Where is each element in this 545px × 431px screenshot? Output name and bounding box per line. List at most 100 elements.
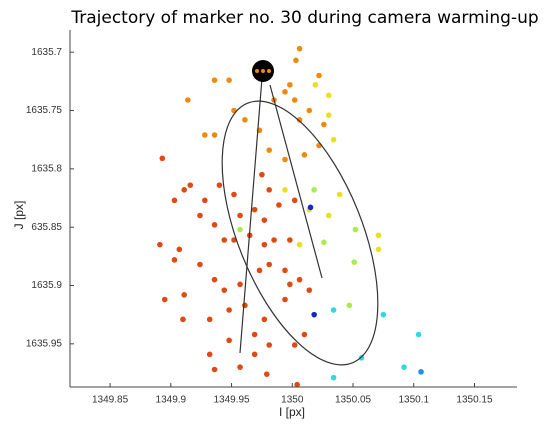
point bbox=[237, 226, 243, 233]
point bbox=[263, 371, 270, 377]
point bbox=[251, 351, 258, 358]
point bbox=[325, 212, 332, 219]
point bbox=[325, 112, 332, 118]
y-tick-label: 1635.9 bbox=[31, 280, 62, 291]
y-tick-label: 1635.95 bbox=[26, 338, 63, 349]
point bbox=[226, 77, 232, 83]
point bbox=[237, 281, 243, 288]
point bbox=[312, 82, 319, 88]
y-tick-label: 1635.7 bbox=[31, 47, 62, 58]
point bbox=[261, 241, 268, 248]
point bbox=[311, 187, 317, 193]
point bbox=[161, 296, 168, 303]
point bbox=[282, 187, 288, 193]
point bbox=[296, 45, 303, 52]
start-marker-dot bbox=[261, 69, 265, 73]
point bbox=[296, 276, 303, 283]
point bbox=[266, 261, 273, 268]
point bbox=[306, 287, 313, 293]
point bbox=[296, 117, 303, 123]
point bbox=[261, 217, 268, 223]
point bbox=[171, 257, 178, 263]
point bbox=[237, 364, 243, 370]
point bbox=[176, 246, 183, 253]
x-axis-label: I [px] bbox=[279, 405, 305, 419]
point bbox=[380, 311, 387, 318]
point bbox=[294, 381, 300, 388]
point bbox=[301, 152, 308, 158]
trajectory-line bbox=[239, 77, 263, 354]
point bbox=[159, 155, 166, 162]
point bbox=[242, 117, 248, 123]
point bbox=[282, 296, 288, 303]
y-tick-label: 635.85 bbox=[31, 222, 62, 233]
point bbox=[321, 121, 327, 128]
point bbox=[401, 364, 407, 370]
point bbox=[242, 302, 248, 309]
point bbox=[325, 92, 332, 99]
point bbox=[271, 237, 277, 243]
point bbox=[221, 237, 228, 243]
point bbox=[231, 191, 237, 198]
x-tick-label: 1350.15 bbox=[456, 395, 493, 406]
point bbox=[336, 191, 343, 198]
point bbox=[282, 267, 288, 274]
point bbox=[237, 212, 243, 219]
point bbox=[291, 342, 298, 348]
point bbox=[187, 182, 194, 188]
point bbox=[211, 366, 218, 373]
point bbox=[276, 202, 282, 208]
start-marker-dot bbox=[267, 69, 271, 73]
point bbox=[251, 331, 258, 338]
point bbox=[266, 342, 273, 348]
point bbox=[256, 267, 263, 274]
point bbox=[185, 97, 191, 103]
point bbox=[206, 316, 213, 323]
point bbox=[171, 197, 178, 204]
point bbox=[211, 222, 218, 228]
point bbox=[306, 107, 313, 114]
point bbox=[321, 239, 327, 246]
point bbox=[180, 316, 186, 323]
chart-title: Trajectory of marker no. 30 during camer… bbox=[70, 8, 538, 28]
x-tick-label: 1349.95 bbox=[213, 395, 250, 406]
trajectory-line bbox=[269, 84, 323, 279]
point bbox=[181, 292, 187, 298]
point bbox=[293, 57, 299, 64]
point bbox=[259, 171, 265, 178]
point bbox=[287, 237, 293, 243]
point bbox=[157, 241, 163, 248]
point bbox=[291, 97, 298, 103]
point bbox=[181, 187, 187, 193]
point bbox=[211, 77, 218, 83]
point bbox=[197, 261, 203, 268]
point bbox=[346, 302, 353, 309]
point bbox=[358, 355, 365, 361]
point bbox=[415, 331, 422, 338]
point bbox=[291, 197, 298, 204]
plot-area bbox=[157, 45, 424, 388]
point bbox=[211, 276, 218, 283]
point bbox=[296, 241, 303, 248]
x-tick-label: 1349.85 bbox=[92, 395, 129, 406]
point bbox=[216, 182, 223, 188]
x-tick-label: 1350.1 bbox=[398, 395, 429, 406]
point bbox=[266, 187, 273, 193]
point bbox=[418, 369, 424, 375]
point bbox=[206, 351, 213, 358]
start-marker-dot bbox=[255, 69, 259, 73]
point bbox=[316, 72, 322, 79]
y-axis-label: J [px] bbox=[12, 201, 26, 230]
point bbox=[282, 156, 288, 163]
point bbox=[251, 206, 258, 213]
point bbox=[351, 259, 358, 265]
point bbox=[330, 307, 337, 313]
x-tick-label: 1350 bbox=[281, 395, 304, 406]
point bbox=[211, 132, 218, 138]
point bbox=[202, 132, 208, 138]
point bbox=[282, 89, 288, 95]
x-tick-label: 1349.9 bbox=[156, 395, 187, 406]
point bbox=[226, 307, 232, 313]
